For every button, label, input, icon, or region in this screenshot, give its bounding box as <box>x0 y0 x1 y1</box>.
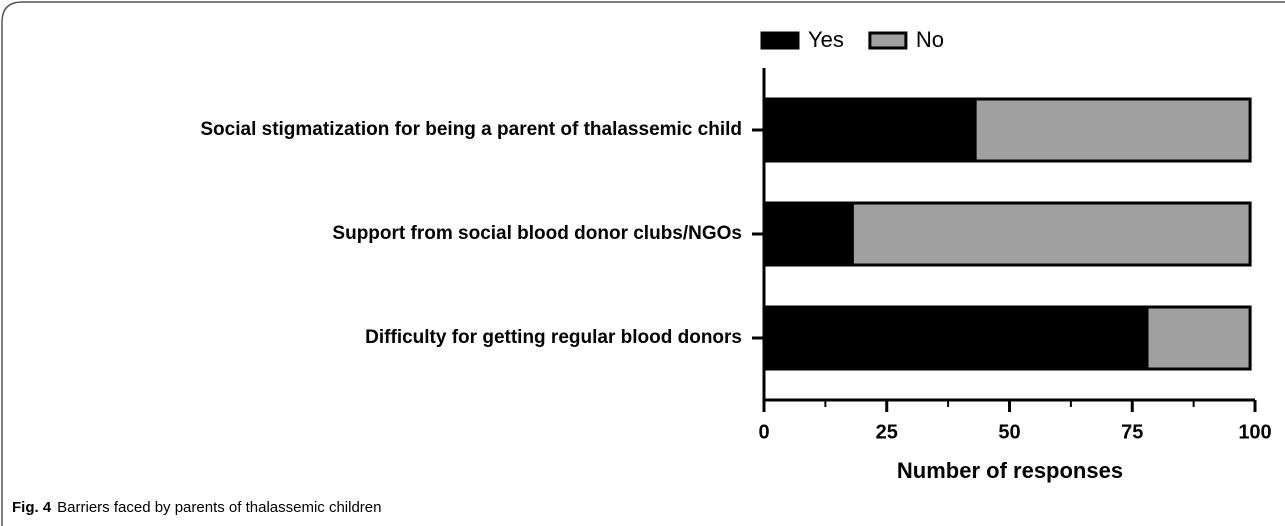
bar-segment <box>762 97 977 163</box>
legend-label: Yes <box>808 27 844 52</box>
y-tick-label: Social stigmatization for being a parent… <box>200 119 742 140</box>
y-tick-label: Difficulty for getting regular blood don… <box>365 327 742 348</box>
legend-label: No <box>916 27 944 52</box>
bar-segment <box>973 97 1252 163</box>
x-axis-title: Number of responses <box>897 458 1123 483</box>
x-tick-label: 100 <box>1238 421 1271 443</box>
x-tick-label: 75 <box>1121 421 1143 443</box>
caption-label: Fig. 4 <box>12 499 52 516</box>
legend-swatch <box>868 31 908 50</box>
y-tick-label: Support from social blood donor clubs/NG… <box>332 223 742 244</box>
bar-segment <box>762 201 854 267</box>
x-tick-label: 25 <box>876 421 898 443</box>
x-tick-label: 50 <box>998 421 1020 443</box>
caption: Fig. 4 Barriers faced by parents of thala… <box>12 499 382 516</box>
x-tick-label: 0 <box>758 421 769 443</box>
bar-segment <box>850 201 1252 267</box>
legend-swatch <box>760 31 800 50</box>
caption-text: Barriers faced by parents of thalassemic… <box>57 499 381 516</box>
bar-segment <box>762 305 1149 371</box>
bar-segment <box>1145 305 1252 371</box>
